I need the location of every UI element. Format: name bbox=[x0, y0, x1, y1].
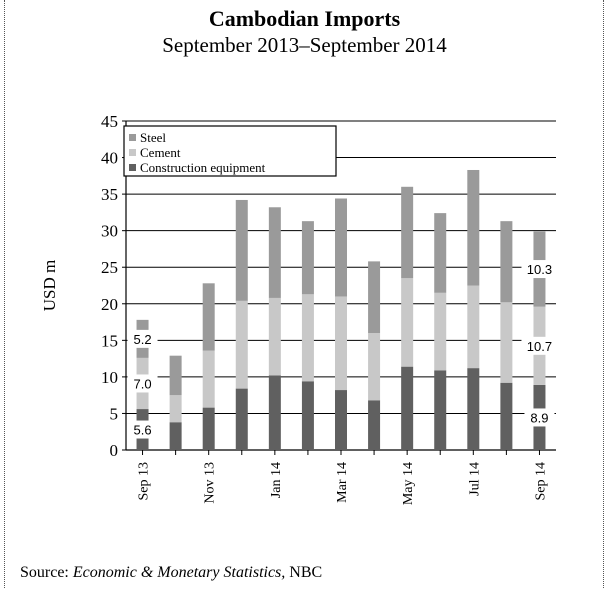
data-label-bg bbox=[521, 336, 558, 355]
x-tick-label: Nov 13 bbox=[203, 462, 218, 504]
data-label-bg bbox=[521, 260, 558, 279]
bar-steel bbox=[335, 198, 347, 297]
bar-construction-equipment bbox=[169, 422, 182, 450]
y-tick-label: 25 bbox=[101, 258, 118, 277]
chart-svg: 0 5 10 15 20 25 30 35 40 45 USD m Sep 13 Nov 13 Jan 1… bbox=[40, 112, 558, 505]
x-tick-label: Mar 14 bbox=[335, 462, 350, 503]
bar-cement bbox=[467, 285, 480, 369]
bar-cement bbox=[235, 300, 248, 389]
bar-cement bbox=[169, 395, 182, 423]
data-label: 5.6 bbox=[133, 423, 151, 438]
data-label: 10.3 bbox=[527, 262, 552, 277]
bar-construction-equipment bbox=[500, 382, 513, 450]
bar-cement bbox=[268, 297, 281, 376]
legend-label: Steel bbox=[140, 130, 166, 145]
bar-steel bbox=[368, 261, 381, 334]
legend-label: Cement bbox=[140, 145, 181, 160]
bar-steel bbox=[401, 186, 414, 279]
bar-construction-equipment bbox=[401, 366, 414, 450]
bar-construction-equipment bbox=[368, 400, 381, 450]
y-tick-label: 30 bbox=[101, 222, 118, 241]
data-label-bg bbox=[127, 329, 158, 348]
bar-steel bbox=[500, 221, 513, 303]
chart-title: Cambodian Imports bbox=[208, 6, 401, 31]
legend-swatch bbox=[129, 164, 136, 171]
y-tick-label: 40 bbox=[101, 149, 118, 168]
legend-label: Construction equipment bbox=[140, 160, 266, 175]
x-tick-label: Sep 14 bbox=[533, 462, 548, 501]
bar-construction-equipment bbox=[301, 381, 314, 450]
source-prefix: Source: bbox=[20, 564, 73, 581]
bar-steel bbox=[169, 355, 182, 396]
x-tick-label: May 14 bbox=[401, 462, 416, 505]
y-tick-label: 0 bbox=[110, 441, 119, 460]
source-suffix: NBC bbox=[285, 564, 323, 581]
source-note: Source: Economic & Monetary Statistics, … bbox=[20, 564, 322, 582]
bar-construction-equipment bbox=[202, 407, 215, 450]
bar-cement bbox=[500, 302, 513, 383]
y-axis-label: USD m bbox=[40, 260, 59, 311]
legend-swatch bbox=[129, 134, 136, 141]
bar-construction-equipment bbox=[467, 368, 480, 450]
y-tick-label: 35 bbox=[101, 185, 118, 204]
chart-frame bbox=[4, 0, 604, 588]
x-tick-label: Sep 13 bbox=[137, 462, 152, 501]
bar-cement bbox=[202, 350, 215, 408]
data-label: 7.0 bbox=[133, 376, 151, 391]
bar-cement bbox=[368, 333, 381, 401]
y-tick-label: 10 bbox=[101, 368, 118, 387]
chart-subtitle: September 2013–September 2014 bbox=[162, 33, 447, 57]
data-label: 5.2 bbox=[133, 332, 151, 347]
data-label-bg bbox=[127, 420, 158, 439]
y-tick-label: 5 bbox=[110, 404, 119, 423]
bar-construction-equipment bbox=[235, 388, 248, 450]
y-tick-label: 15 bbox=[101, 331, 118, 350]
data-label: 10.7 bbox=[527, 339, 552, 354]
source-publication: Economic & Monetary Statistics, bbox=[72, 564, 286, 581]
bar-steel bbox=[301, 221, 314, 295]
bar-construction-equipment bbox=[335, 390, 347, 450]
bar-steel bbox=[235, 199, 248, 301]
bar-steel bbox=[202, 283, 215, 351]
data-label: 8.9 bbox=[530, 410, 548, 425]
bar-construction-equipment bbox=[434, 370, 447, 450]
x-tick-label: Jan 14 bbox=[269, 462, 284, 498]
legend-swatch bbox=[129, 149, 136, 156]
bar-steel bbox=[268, 207, 281, 298]
bar-cement bbox=[335, 296, 347, 391]
x-tick-label: Jul 14 bbox=[467, 462, 482, 496]
data-label-bg bbox=[127, 374, 158, 393]
bar-cement bbox=[401, 278, 414, 367]
bar-construction-equipment bbox=[268, 375, 281, 450]
bar-cement bbox=[434, 292, 447, 371]
legend-box bbox=[123, 125, 337, 177]
bar-steel bbox=[467, 169, 480, 286]
bar-cement bbox=[301, 294, 314, 382]
data-label-bg bbox=[524, 408, 555, 427]
bar-steel bbox=[434, 213, 447, 293]
y-tick-label: 45 bbox=[101, 112, 118, 131]
y-tick-label: 20 bbox=[101, 295, 118, 314]
